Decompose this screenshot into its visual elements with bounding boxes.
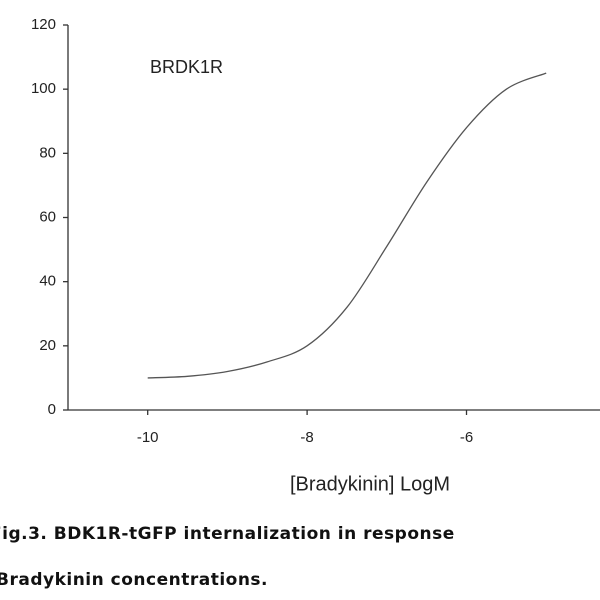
y-tick-label: 40	[39, 273, 56, 290]
annotation: BRDK1R	[150, 57, 223, 77]
y-tick-label: 80	[39, 144, 56, 161]
x-tick-label: -8	[300, 429, 313, 446]
y-tick-label: 120	[31, 16, 56, 33]
caption: Bradykinin concentrations.	[0, 570, 268, 590]
x-tick-label: -6	[460, 429, 473, 446]
y-tick-label: 60	[39, 208, 56, 225]
curve	[147, 72, 547, 379]
y-tick-label: 0	[48, 401, 56, 418]
x-axis-label: [Bradykinin] LogM	[290, 473, 450, 495]
y-tick-label: 100	[31, 80, 56, 97]
x-tick-label: -10	[137, 429, 159, 446]
y-tick-label: 20	[39, 337, 56, 354]
caption: Fig.3. BDK1R-tGFP internalization in res…	[0, 524, 455, 544]
